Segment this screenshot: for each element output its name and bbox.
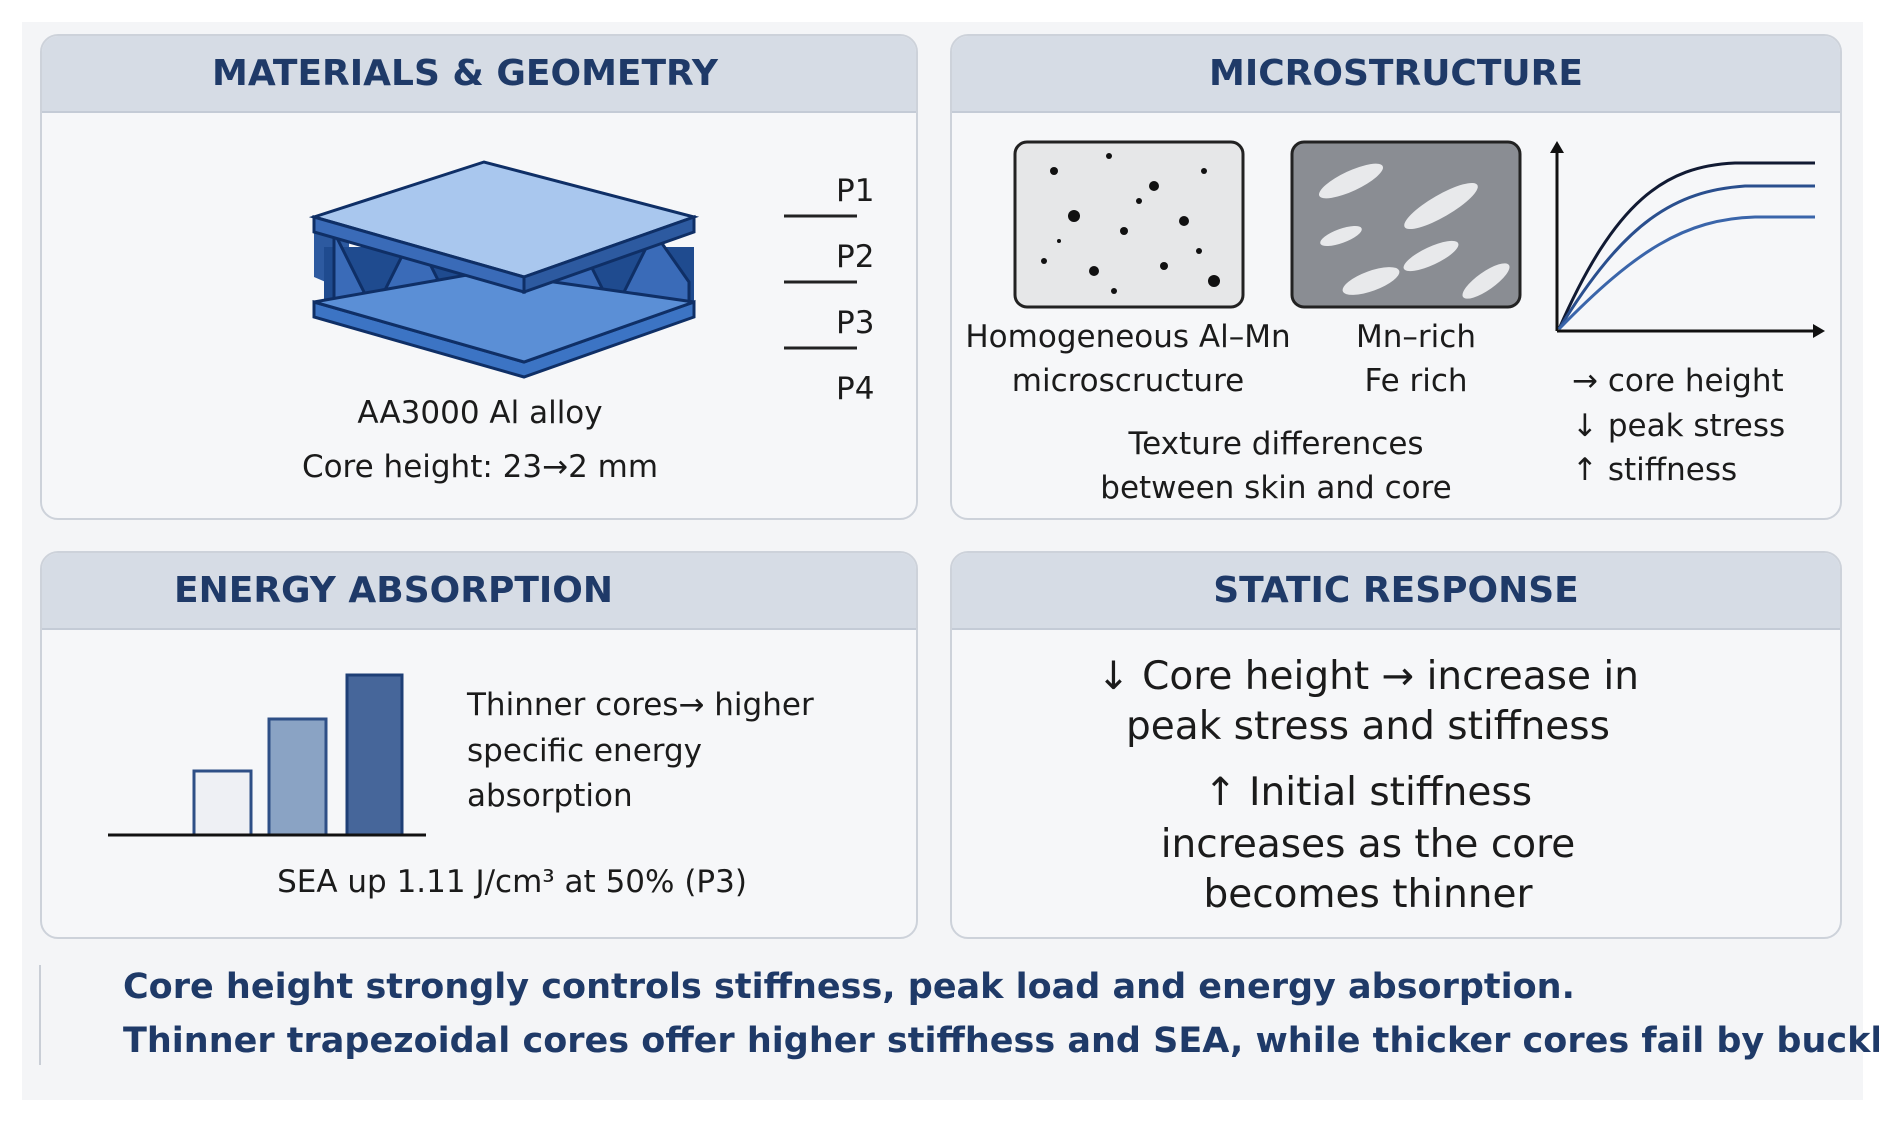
footer-text: Core height strongly controls stiffness,… <box>123 967 1575 1007</box>
note-text: Texture differences <box>1128 426 1424 462</box>
panel-static: STATIC RESPONSE ↓ Core height → increase… <box>950 551 1842 939</box>
legend-text: ↑ stiffness <box>1572 452 1738 488</box>
material-text: AA3000 Al alloy <box>357 395 603 431</box>
core-height-text: Core height: 23→2 mm <box>301 449 659 485</box>
body-text: absorption <box>467 778 633 814</box>
layer-lines <box>784 214 857 350</box>
layer-label: P1 <box>836 173 875 209</box>
sea-text: SEA up 1.11 J/cm³ at 50% (P3) <box>277 864 747 900</box>
panel-title: MATERIALS & GEOMETRY <box>42 36 916 113</box>
body-text: ↑ Initial stiffness <box>1203 770 1533 815</box>
note-text: between skin and core <box>1100 470 1452 506</box>
image-caption: microscructure <box>1011 363 1245 399</box>
panel-materials: MATERIALS & GEOMETRY P1 P2 P3 P4 AA3000 … <box>40 34 918 520</box>
micrograph-1 <box>1013 140 1245 309</box>
body-text: becomes thinner <box>1203 872 1533 917</box>
panel-energy: ENERGY ABSORPTION Thinner cores→ higher … <box>40 551 918 939</box>
panel-title: MICROSTRUCTURE <box>952 36 1840 113</box>
body-text: increases as the core <box>1160 822 1576 867</box>
micrograph-2 <box>1290 140 1522 309</box>
footer-rule <box>39 965 41 1065</box>
body-text: ↓ Core height → increase in <box>1097 654 1639 699</box>
legend-text: ↓ peak stress <box>1572 408 1786 444</box>
image-caption: Fe rich <box>1364 363 1468 399</box>
body-text: specific energy <box>467 733 702 769</box>
footer-text: Thinner trapezoidal cores offer higher s… <box>123 1021 1879 1061</box>
body-text: Thinner cores→ higher <box>467 687 814 723</box>
panel-microstructure: MICROSTRUCTURE Homogeneous Al–Mn microsc… <box>950 34 1842 520</box>
panel-title: ENERGY ABSORPTION <box>42 553 916 630</box>
bar-illustration <box>108 673 426 837</box>
layer-label: P2 <box>836 239 875 275</box>
layer-label: P3 <box>836 305 875 341</box>
image-caption: Mn–rich <box>1356 319 1476 355</box>
layer-label: P4 <box>836 371 875 407</box>
sandwich-illustration <box>308 160 700 379</box>
body-text: peak stress and stiffness <box>1126 704 1610 749</box>
curves-graph <box>1550 141 1825 338</box>
image-caption: Homogeneous Al–Mn <box>965 319 1291 355</box>
legend-text: → core height <box>1572 363 1784 399</box>
panel-title: STATIC RESPONSE <box>952 553 1840 630</box>
